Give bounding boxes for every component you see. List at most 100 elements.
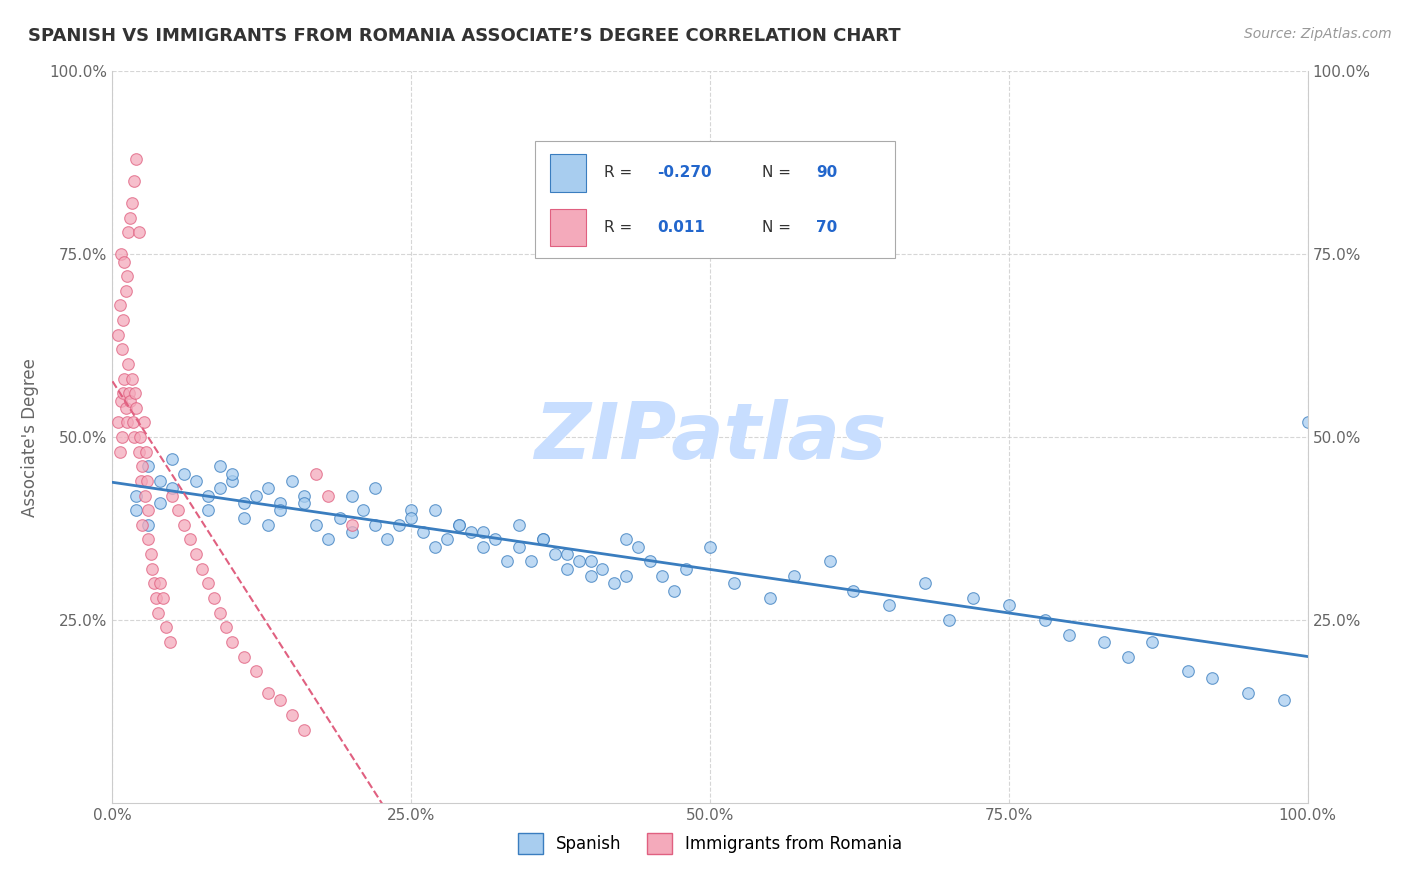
Point bbox=[1237, 686, 1260, 700]
Point bbox=[134, 489, 156, 503]
Point bbox=[340, 517, 363, 532]
Point bbox=[108, 298, 131, 312]
Point bbox=[281, 474, 304, 488]
Text: 70: 70 bbox=[815, 220, 837, 235]
Point bbox=[352, 503, 374, 517]
Point bbox=[531, 533, 554, 547]
Point bbox=[579, 554, 602, 568]
Point bbox=[110, 393, 132, 408]
Point bbox=[425, 503, 447, 517]
Point bbox=[215, 620, 238, 634]
Point bbox=[257, 686, 280, 700]
Point bbox=[125, 401, 148, 415]
Point bbox=[425, 540, 447, 554]
Point bbox=[197, 503, 219, 517]
Point bbox=[115, 269, 138, 284]
Point bbox=[117, 225, 139, 239]
Text: ZIPatlas: ZIPatlas bbox=[534, 399, 886, 475]
Point bbox=[603, 576, 626, 591]
Point bbox=[167, 503, 190, 517]
Point bbox=[145, 591, 167, 605]
Point bbox=[316, 489, 339, 503]
Text: N =: N = bbox=[762, 165, 796, 180]
Point bbox=[152, 591, 174, 605]
Point bbox=[508, 517, 530, 532]
Point bbox=[627, 540, 650, 554]
Point bbox=[118, 386, 141, 401]
Point bbox=[135, 444, 157, 458]
Point bbox=[245, 664, 267, 678]
Point bbox=[329, 510, 352, 524]
Point bbox=[146, 606, 169, 620]
Point bbox=[305, 467, 328, 481]
Point bbox=[245, 489, 267, 503]
Point bbox=[149, 474, 172, 488]
Point bbox=[149, 496, 172, 510]
FancyBboxPatch shape bbox=[536, 141, 896, 258]
Point bbox=[197, 576, 219, 591]
Point bbox=[162, 489, 183, 503]
Point bbox=[136, 474, 159, 488]
Point bbox=[221, 635, 243, 649]
Point bbox=[723, 576, 745, 591]
Text: -0.270: -0.270 bbox=[658, 165, 713, 180]
Point bbox=[112, 386, 135, 401]
Point bbox=[496, 554, 519, 568]
Point bbox=[197, 489, 219, 503]
Point bbox=[616, 569, 638, 583]
Point bbox=[186, 474, 208, 488]
Point bbox=[179, 533, 201, 547]
Point bbox=[1094, 635, 1116, 649]
Point bbox=[114, 401, 136, 415]
Point bbox=[531, 533, 554, 547]
Point bbox=[143, 576, 166, 591]
Point bbox=[281, 708, 304, 723]
Point bbox=[592, 562, 614, 576]
Point bbox=[138, 517, 160, 532]
Point bbox=[129, 430, 152, 444]
Point bbox=[879, 599, 901, 613]
Point bbox=[121, 371, 143, 385]
Point bbox=[114, 284, 136, 298]
Point bbox=[998, 599, 1021, 613]
Point bbox=[162, 481, 183, 495]
Point bbox=[664, 583, 686, 598]
Point bbox=[107, 416, 129, 430]
Point bbox=[340, 489, 363, 503]
Point bbox=[555, 562, 578, 576]
Point bbox=[818, 554, 841, 568]
Point bbox=[125, 152, 148, 166]
Point bbox=[412, 525, 434, 540]
Point bbox=[122, 430, 145, 444]
Point bbox=[124, 386, 146, 401]
Point bbox=[117, 357, 139, 371]
Text: 90: 90 bbox=[815, 165, 837, 180]
Point bbox=[128, 444, 150, 458]
Point bbox=[401, 510, 423, 524]
Point bbox=[316, 533, 339, 547]
Point bbox=[191, 562, 214, 576]
Point bbox=[114, 254, 135, 268]
Point bbox=[120, 393, 142, 408]
Point bbox=[292, 496, 315, 510]
Point bbox=[484, 533, 506, 547]
Point bbox=[472, 540, 495, 554]
Point bbox=[149, 576, 172, 591]
Point bbox=[209, 606, 232, 620]
Point bbox=[138, 503, 160, 517]
Point bbox=[508, 540, 530, 554]
Point bbox=[131, 459, 153, 474]
Point bbox=[115, 416, 138, 430]
Point bbox=[543, 547, 565, 561]
Point bbox=[1118, 649, 1140, 664]
Y-axis label: Associate's Degree: Associate's Degree bbox=[21, 358, 38, 516]
Point bbox=[159, 635, 181, 649]
Point bbox=[460, 525, 482, 540]
Point bbox=[520, 554, 543, 568]
Point bbox=[209, 459, 232, 474]
Point bbox=[269, 503, 291, 517]
Text: R =: R = bbox=[603, 220, 637, 235]
Point bbox=[579, 569, 602, 583]
Point bbox=[173, 467, 195, 481]
Point bbox=[292, 489, 315, 503]
